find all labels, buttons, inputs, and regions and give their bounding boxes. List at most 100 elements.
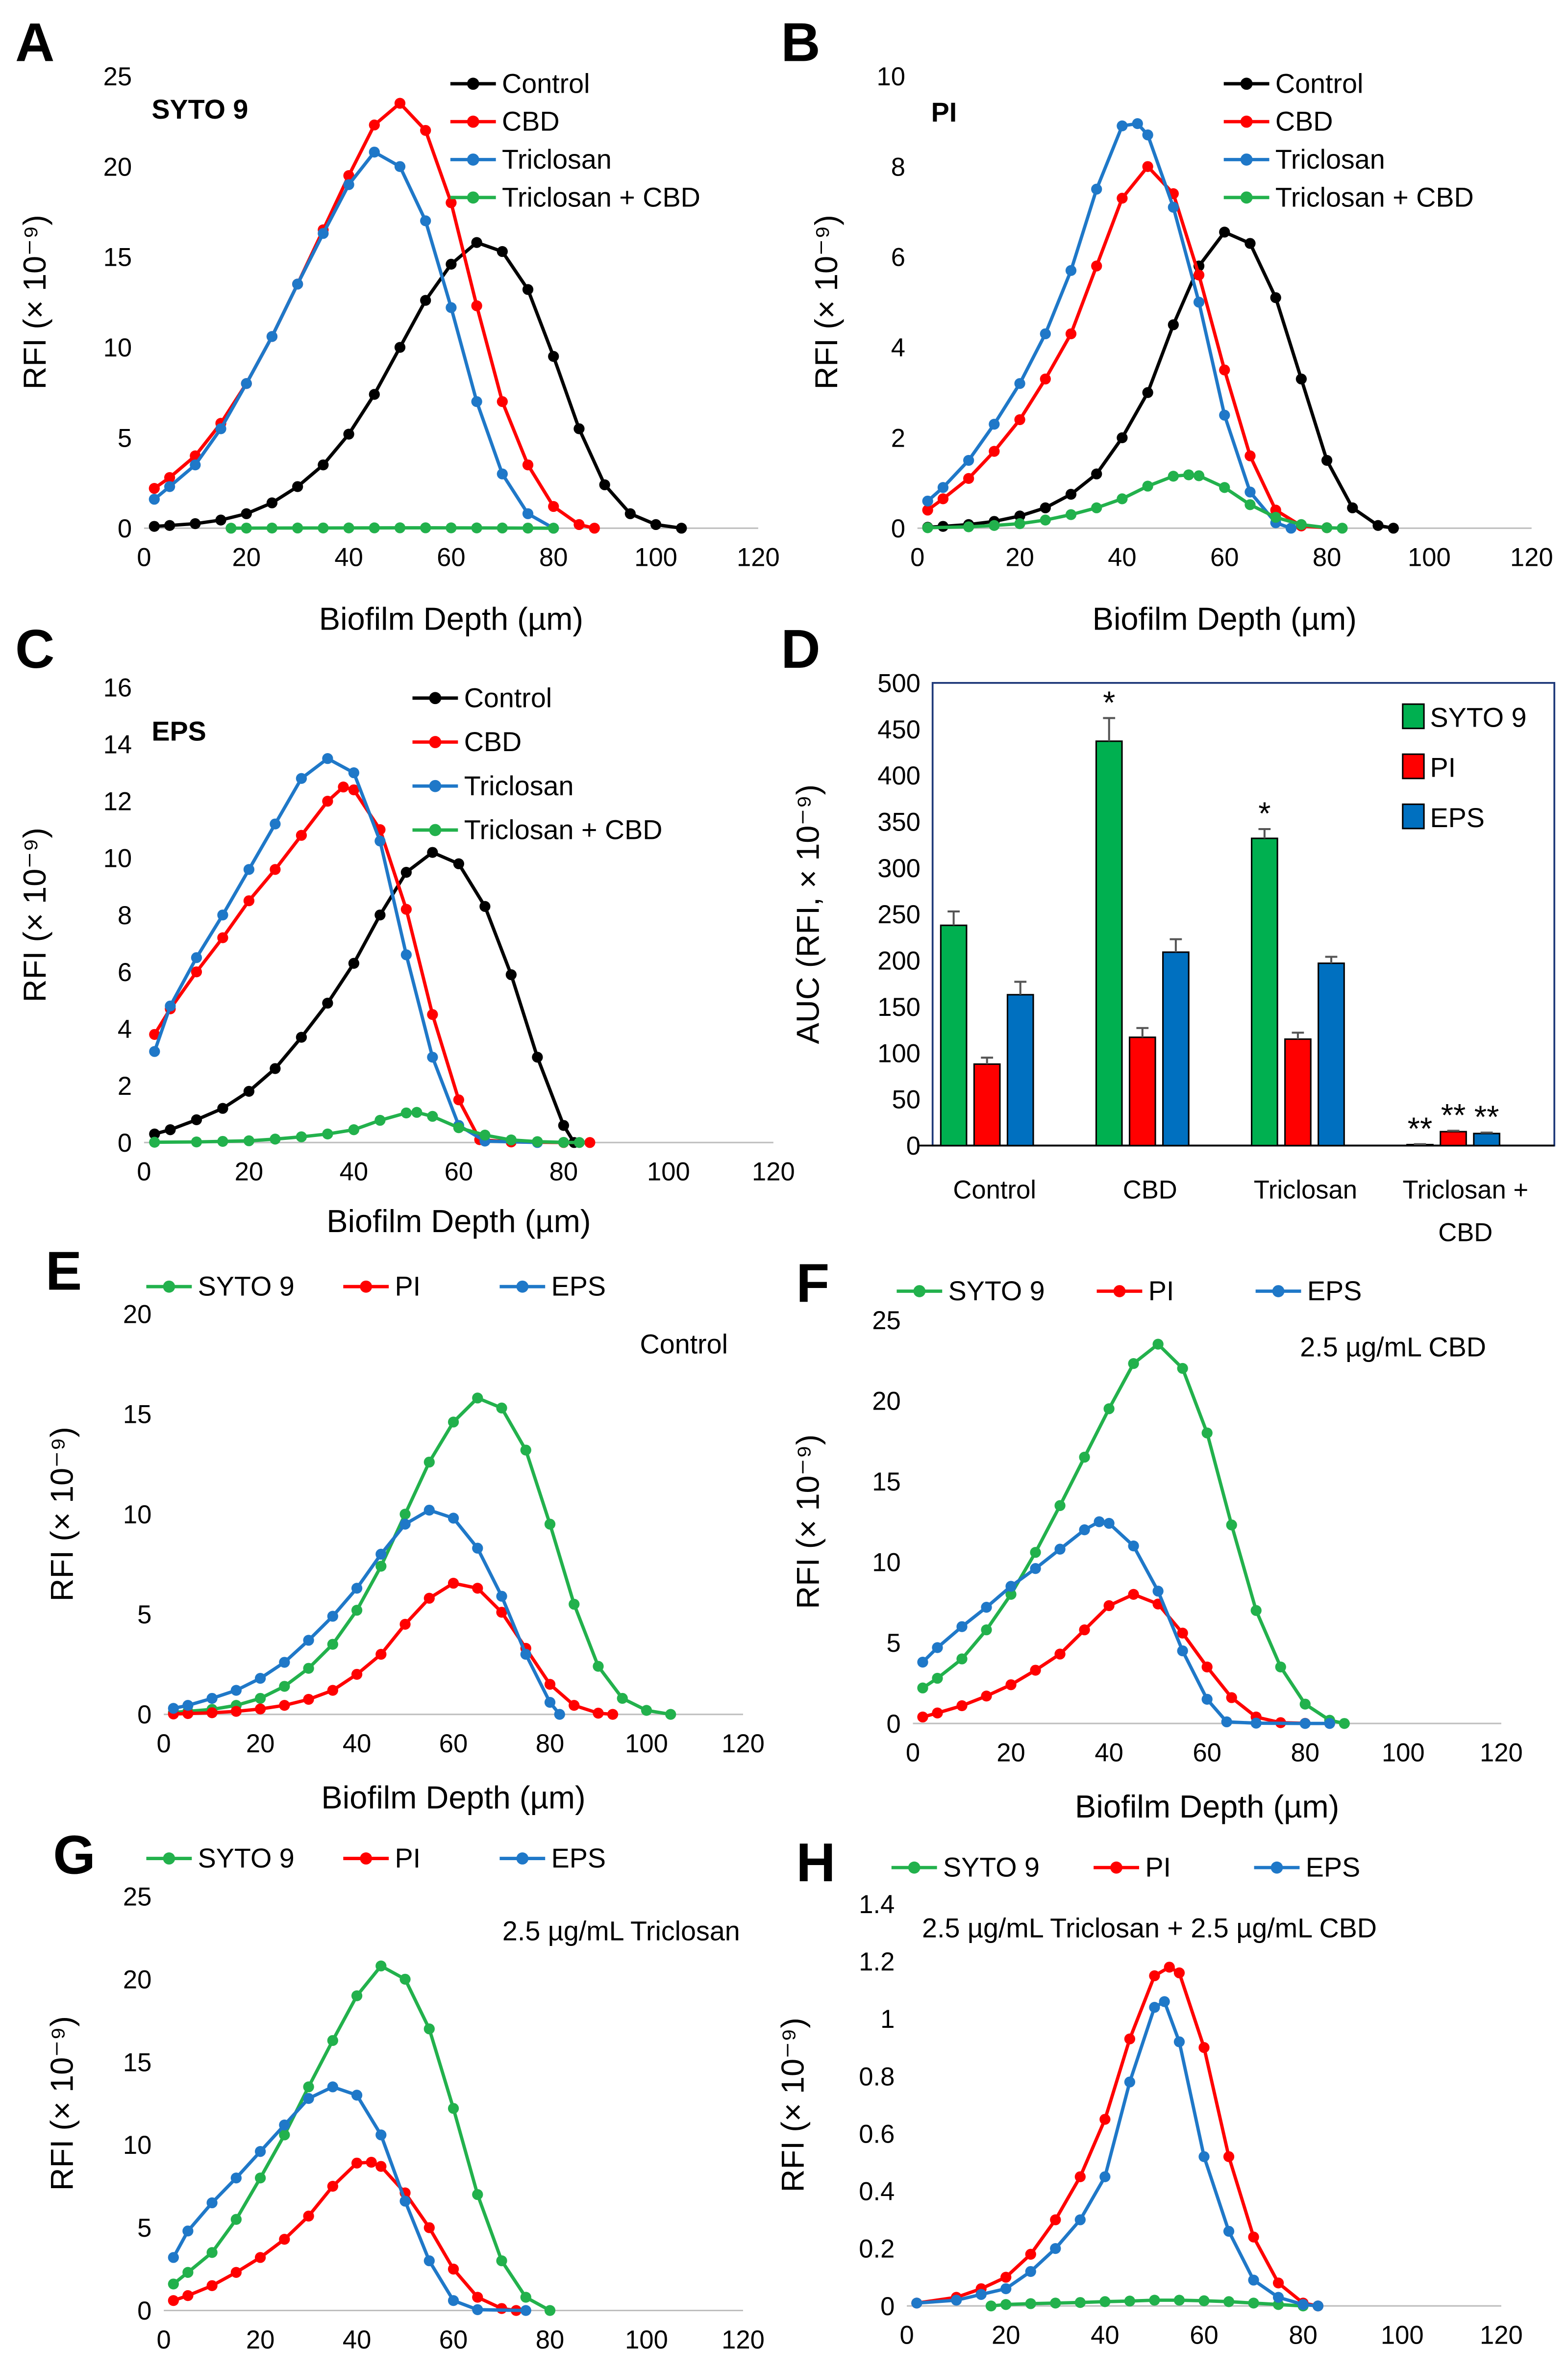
y-tick-label: 0 — [118, 514, 132, 543]
data-point — [448, 2103, 459, 2114]
x-tick-label: 60 — [1193, 1739, 1221, 1767]
y-tick-label: 0 — [880, 2292, 895, 2321]
data-point — [479, 1130, 491, 1141]
data-point — [369, 147, 380, 158]
data-point — [351, 1990, 363, 2001]
data-point — [149, 494, 160, 505]
series-eps — [917, 1516, 1335, 1729]
data-point — [296, 830, 307, 841]
data-point — [589, 523, 600, 534]
y-tick-label: 450 — [877, 715, 921, 744]
y-tick-label: 15 — [123, 1400, 151, 1429]
y-tick-label: 6 — [118, 958, 132, 987]
data-point — [520, 2305, 531, 2316]
data-point — [963, 473, 974, 484]
y-tick-label: 20 — [872, 1387, 900, 1415]
y-tick-label: 0 — [137, 1700, 151, 1729]
data-point — [1005, 1589, 1017, 1600]
series-triclosan — [922, 118, 1297, 534]
legend-marker — [429, 736, 442, 748]
x-tick-label: 120 — [1480, 1739, 1523, 1767]
data-point — [1223, 2151, 1235, 2162]
legend-item: Triclosan — [1223, 144, 1385, 175]
data-point — [1388, 523, 1399, 534]
data-point — [400, 867, 412, 878]
x-tick-label: 20 — [232, 543, 261, 572]
data-point — [1103, 1517, 1115, 1529]
x-tick-label: 100 — [625, 1729, 668, 1758]
data-point — [1040, 373, 1051, 385]
data-point — [573, 519, 585, 530]
data-point — [1201, 1427, 1213, 1439]
y-tick-label: 350 — [877, 808, 921, 837]
legend-item: Triclosan — [412, 771, 573, 801]
x-tick-label: 0 — [899, 2321, 914, 2350]
data-point — [206, 1692, 218, 1704]
data-point — [318, 228, 329, 239]
legend-item: PI — [1094, 1852, 1171, 1883]
legend-item: PI — [343, 1843, 421, 1873]
data-point — [164, 481, 175, 492]
data-point — [1124, 2296, 1136, 2307]
y-tick-label: 5 — [137, 1600, 151, 1629]
data-point — [1193, 269, 1205, 281]
data-point — [230, 1685, 242, 1696]
series-control — [149, 847, 580, 1148]
y-tick-label: 500 — [877, 669, 921, 698]
data-point — [394, 161, 406, 172]
data-point — [1339, 1718, 1350, 1729]
legend-label: EPS — [551, 1843, 606, 1873]
legend-item: EPS — [499, 1843, 606, 1873]
data-point — [1005, 1581, 1017, 1592]
legend-marker — [360, 1280, 373, 1293]
panel-letter: B — [781, 11, 820, 73]
legend-item: SYTO 9 — [146, 1271, 295, 1302]
data-point — [322, 796, 333, 807]
data-point — [254, 2146, 266, 2157]
y-tick-label: 10 — [103, 333, 132, 362]
x-axis-label: Biofilm Depth (µm) — [321, 1779, 585, 1815]
data-point — [1065, 265, 1077, 276]
legend-item: Control — [1223, 68, 1363, 99]
legend-item: CBD — [412, 727, 522, 757]
data-point — [932, 1672, 943, 1684]
x-tick-label: 60 — [439, 1729, 468, 1758]
data-point — [981, 1624, 992, 1636]
data-point — [279, 2119, 290, 2131]
data-point — [343, 522, 354, 533]
y-tick-label: 8 — [891, 152, 905, 181]
data-point — [496, 1607, 507, 1618]
data-point — [348, 767, 360, 779]
x-tick-label: 40 — [343, 1729, 371, 1758]
data-point — [573, 1137, 585, 1148]
data-point — [496, 2255, 507, 2267]
y-tick-label: 0 — [137, 2297, 151, 2325]
legend-marker — [1240, 153, 1253, 166]
data-point — [1248, 2274, 1259, 2286]
data-point — [448, 2295, 459, 2306]
data-point — [1132, 118, 1143, 129]
data-point — [548, 523, 559, 534]
data-point — [505, 1134, 517, 1146]
series-triclosan — [149, 147, 559, 534]
x-tick-label: 100 — [634, 543, 677, 572]
x-tick-label: 100 — [1408, 543, 1451, 572]
data-point — [1183, 469, 1195, 480]
legend-marker — [429, 692, 442, 705]
y-axis-label: AUC (RFI, × 10⁻⁹) — [790, 784, 826, 1044]
data-point — [1074, 2214, 1086, 2225]
data-point — [981, 1602, 992, 1613]
y-tick-label: 1.2 — [859, 1947, 895, 1976]
panel-label: 2.5 µg/mL CBD — [1300, 1332, 1486, 1363]
data-point — [1272, 2292, 1284, 2303]
legend-marker — [429, 780, 442, 792]
legend-label: PI — [1145, 1852, 1171, 1883]
data-point — [975, 2289, 987, 2300]
x-tick-label: 80 — [1291, 1739, 1319, 1767]
y-tick-label: 1 — [880, 2005, 895, 2034]
data-point — [394, 522, 406, 533]
data-point — [1324, 1718, 1335, 1729]
panel-label: SYTO 9 — [151, 94, 248, 125]
panel-letter: G — [53, 1824, 96, 1885]
